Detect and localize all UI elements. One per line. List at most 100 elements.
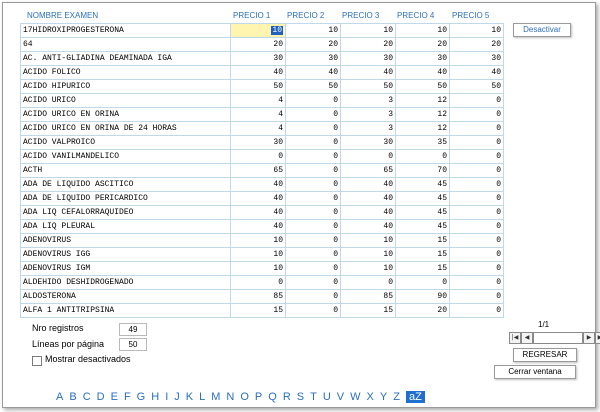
exam-name-cell[interactable]: ACIDO VALPROICO [20, 135, 231, 150]
exam-name-cell[interactable]: ALFA 1 ANTITRIPSINA [20, 303, 231, 318]
letter-filter-s[interactable]: S [296, 391, 305, 403]
letter-filter-k[interactable]: K [185, 391, 194, 403]
price-4-cell[interactable]: 40 [395, 65, 450, 80]
letter-filter-n[interactable]: N [226, 391, 235, 403]
price-3-cell[interactable]: 10 [340, 23, 396, 38]
price-4-cell[interactable]: 12 [395, 93, 450, 108]
price-5-cell[interactable]: 0 [449, 149, 504, 164]
exam-name-cell[interactable]: ADA LIQ CEFALORRAQUIDEO [20, 205, 231, 220]
letter-filter-c[interactable]: C [82, 391, 91, 403]
price-2-cell[interactable]: 40 [285, 65, 341, 80]
price-2-cell[interactable]: 0 [285, 177, 341, 192]
cerrar-ventana-button[interactable]: Cerrar ventana [494, 365, 576, 379]
price-1-cell[interactable]: 40 [230, 177, 286, 192]
price-1-cell[interactable]: 10 [230, 23, 286, 38]
price-4-cell[interactable]: 0 [395, 275, 450, 290]
table-row[interactable]: ACIDO URICO 4 0 3 12 0 [20, 93, 504, 108]
exam-name-cell[interactable]: 17HIDROXIPROGESTERONA [20, 23, 231, 38]
price-3-cell[interactable]: 10 [340, 261, 396, 276]
price-4-cell[interactable]: 45 [395, 205, 450, 220]
letter-filter-w[interactable]: W [350, 391, 361, 403]
table-row[interactable]: 64 20 20 20 20 20 [20, 37, 504, 52]
table-row[interactable]: 17HIDROXIPROGESTERONA 10 10 10 10 10 [20, 23, 504, 38]
price-5-cell[interactable]: 10 [449, 23, 504, 38]
price-5-cell[interactable]: 0 [449, 261, 504, 276]
price-5-cell[interactable]: 0 [449, 163, 504, 178]
table-row[interactable]: ACIDO VALPROICO 30 0 30 35 0 [20, 135, 504, 150]
letter-filter-z[interactable]: Z [393, 391, 400, 403]
price-3-cell[interactable]: 85 [340, 289, 396, 304]
table-row[interactable]: ACIDO HIPURICO 50 50 50 50 50 [20, 79, 504, 94]
price-4-cell[interactable]: 70 [395, 163, 450, 178]
price-4-cell[interactable]: 15 [395, 247, 450, 262]
price-3-cell[interactable]: 30 [340, 51, 396, 66]
price-4-cell[interactable]: 0 [395, 149, 450, 164]
letter-filter-t[interactable]: T [310, 391, 317, 403]
price-4-cell[interactable]: 12 [395, 107, 450, 122]
letter-filter-j[interactable]: J [174, 391, 180, 403]
price-5-cell[interactable]: 0 [449, 93, 504, 108]
price-3-cell[interactable]: 3 [340, 121, 396, 136]
table-row[interactable]: ACIDO FOLICO 40 40 40 40 40 [20, 65, 504, 80]
price-5-cell[interactable]: 40 [449, 65, 504, 80]
letter-filter-e[interactable]: E [110, 391, 118, 403]
exam-name-cell[interactable]: ACTH [20, 163, 231, 178]
table-row[interactable]: ACTH 65 0 65 70 0 [20, 163, 504, 178]
price-1-cell[interactable]: 20 [230, 37, 286, 52]
letter-filter-r[interactable]: R [282, 391, 291, 403]
lineas-por-pagina-input[interactable]: 50 [119, 338, 147, 351]
letter-filter-o[interactable]: O [240, 391, 249, 403]
exam-name-cell[interactable]: ADENOVIRUS IGG [20, 247, 231, 262]
table-row[interactable]: ADA LIQ PLEURAL 40 0 40 45 0 [20, 219, 504, 234]
table-row[interactable]: ADENOVIRUS IGM 10 0 10 15 0 [20, 261, 504, 276]
table-row[interactable]: ADA LIQ CEFALORRAQUIDEO 40 0 40 45 0 [20, 205, 504, 220]
letter-filter-f[interactable]: F [123, 391, 131, 403]
price-5-cell[interactable]: 0 [449, 233, 504, 248]
table-row[interactable]: ADENOVIRUS 10 0 10 15 0 [20, 233, 504, 248]
price-5-cell[interactable]: 0 [449, 177, 504, 192]
price-4-cell[interactable]: 35 [395, 135, 450, 150]
price-2-cell[interactable]: 10 [285, 23, 341, 38]
pager-scrollbar[interactable] [533, 332, 583, 344]
letter-filter-g[interactable]: G [136, 391, 146, 403]
table-row[interactable]: ADENOVIRUS IGG 10 0 10 15 0 [20, 247, 504, 262]
letter-filter-b[interactable]: B [69, 391, 77, 403]
price-1-cell[interactable]: 4 [230, 93, 286, 108]
letter-filter-a[interactable]: A [56, 391, 64, 403]
price-4-cell[interactable]: 10 [395, 23, 450, 38]
table-row[interactable]: ALDOSTERONA 85 0 85 90 0 [20, 289, 504, 304]
price-2-cell[interactable]: 0 [285, 289, 341, 304]
price-4-cell[interactable]: 45 [395, 219, 450, 234]
price-2-cell[interactable]: 0 [285, 205, 341, 220]
price-4-cell[interactable]: 30 [395, 51, 450, 66]
price-3-cell[interactable]: 20 [340, 37, 396, 52]
price-5-cell[interactable]: 30 [449, 51, 504, 66]
price-5-cell[interactable]: 0 [449, 205, 504, 220]
price-1-cell[interactable]: 15 [230, 303, 286, 318]
price-2-cell[interactable]: 50 [285, 79, 341, 94]
table-row[interactable]: ALFA 1 ANTITRIPSINA 15 0 15 20 0 [20, 303, 504, 318]
letter-filter-d[interactable]: D [96, 391, 105, 403]
price-5-cell[interactable]: 0 [449, 247, 504, 262]
exam-name-cell[interactable]: ACIDO FOLICO [20, 65, 231, 80]
price-2-cell[interactable]: 0 [285, 93, 341, 108]
letter-filter-h[interactable]: H [151, 391, 160, 403]
price-1-cell[interactable]: 40 [230, 65, 286, 80]
exam-name-cell[interactable]: AC. ANTI-GLIADINA DEAMINADA IGA [20, 51, 231, 66]
price-2-cell[interactable]: 0 [285, 233, 341, 248]
price-1-cell[interactable]: 0 [230, 275, 286, 290]
price-2-cell[interactable]: 0 [285, 163, 341, 178]
price-4-cell[interactable]: 20 [395, 303, 450, 318]
price-2-cell[interactable]: 0 [285, 135, 341, 150]
price-2-cell[interactable]: 0 [285, 261, 341, 276]
table-row[interactable]: ADA DE LIQUIDO ASCITICO 40 0 40 45 0 [20, 177, 504, 192]
price-3-cell[interactable]: 10 [340, 233, 396, 248]
regresar-button[interactable]: REGRESAR [513, 348, 577, 362]
table-row[interactable]: ACIDO VANILMANDELICO 0 0 0 0 0 [20, 149, 504, 164]
letter-filter-az[interactable]: aZ [405, 391, 425, 403]
price-1-cell[interactable]: 10 [230, 233, 286, 248]
exam-name-cell[interactable]: ADA DE LIQUIDO ASCITICO [20, 177, 231, 192]
exam-name-cell[interactable]: ACIDO URICO [20, 93, 231, 108]
price-1-cell[interactable]: 10 [230, 247, 286, 262]
price-1-cell[interactable]: 65 [230, 163, 286, 178]
